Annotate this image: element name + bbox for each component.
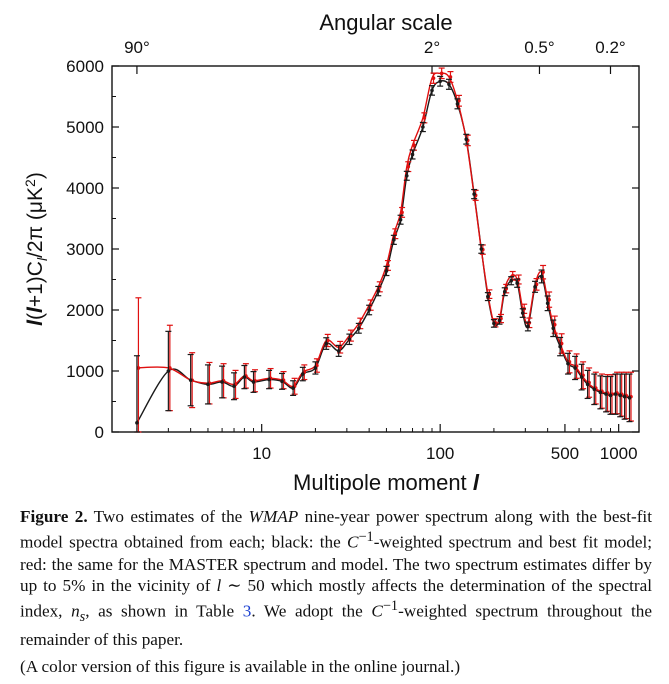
data-point [604, 392, 608, 396]
power-spectrum-chart: Angular scale 90° 2° 0.5° 0.2° 0 1000 2000 300… [22, 10, 640, 495]
figure-label: Figure 2. [20, 507, 88, 526]
x-axis-label: Multipole moment l [293, 470, 480, 495]
data-point [492, 321, 496, 326]
data-point [598, 390, 603, 395]
data-point [404, 174, 409, 178]
data-point [291, 386, 295, 390]
data-point [447, 82, 451, 87]
data-point [406, 164, 411, 169]
top-axis-title: Angular scale [319, 10, 452, 35]
data-point [356, 326, 361, 331]
y-tick-label: 1000 [66, 362, 104, 381]
top-tick-label: 0.5° [524, 38, 554, 57]
data-point [448, 75, 453, 79]
fit-curve-0 [136, 80, 630, 424]
data-point [552, 322, 557, 327]
data-point [502, 289, 507, 294]
data-point [168, 366, 172, 370]
caption-text: Figure 2. Two estimates of the WMAP nine… [20, 507, 653, 649]
data-point [367, 308, 371, 312]
data-point [545, 301, 550, 306]
data-point [533, 285, 537, 289]
y-axis-label: l(l+1)Cl/2π (μK2) [22, 172, 50, 326]
data-point [267, 377, 271, 382]
data-point [376, 289, 381, 293]
y-tick-label: 4000 [66, 179, 104, 198]
data-point [618, 393, 622, 398]
data-point [393, 231, 398, 236]
caption-note: (A color version of this figure is avail… [20, 657, 461, 677]
data-point [438, 79, 442, 84]
y-tick-label: 6000 [66, 57, 104, 76]
y-tick-label: 0 [95, 423, 104, 442]
data-point [585, 382, 590, 387]
data-point [324, 341, 329, 346]
data-point [551, 326, 556, 331]
data-point [520, 311, 525, 315]
x-tick-label: 1000 [600, 444, 638, 463]
data-point [232, 384, 236, 389]
top-tick-label: 90° [124, 38, 150, 57]
data-point [422, 116, 427, 120]
data-point [242, 375, 247, 379]
data-point [464, 137, 469, 141]
x-tick-label: 10 [252, 444, 271, 463]
data-point [526, 324, 530, 329]
data-point [486, 294, 490, 299]
data-point [558, 344, 562, 349]
data-point [398, 217, 403, 222]
y-tick-label: 2000 [66, 301, 104, 320]
data-point [509, 278, 514, 283]
data-point [479, 247, 484, 251]
data-point [251, 380, 256, 384]
data-point [412, 143, 416, 148]
data-point [430, 88, 434, 93]
top-tick-label: 0.2° [595, 38, 625, 57]
data-point [439, 71, 444, 76]
x-tick-label: 100 [426, 444, 454, 463]
data-point [592, 387, 597, 392]
data-point [392, 238, 396, 242]
y-tick-label: 5000 [66, 118, 104, 137]
data-point [573, 366, 577, 370]
x-tick-label: 500 [551, 444, 579, 463]
data-point [472, 192, 476, 196]
data-point [384, 269, 389, 273]
data-point [455, 102, 460, 106]
data-point [206, 382, 210, 387]
data-point [336, 349, 341, 353]
data-point [135, 421, 139, 425]
data-point [566, 361, 570, 366]
data-point [166, 369, 171, 373]
data-point [421, 125, 425, 129]
data-point [431, 76, 436, 80]
y-tick-label: 3000 [66, 240, 104, 259]
data-point [622, 394, 627, 399]
top-tick-label: 2° [424, 38, 440, 57]
data-point [410, 152, 415, 157]
table-link[interactable]: 3 [242, 602, 252, 622]
data-point [613, 392, 618, 396]
data-point [280, 379, 284, 384]
data-point [400, 210, 404, 215]
fit-curve-1 [136, 72, 630, 398]
data-point [579, 375, 584, 379]
data-point [313, 366, 318, 370]
data-point [547, 297, 551, 302]
data-point [347, 337, 352, 342]
data-point [608, 393, 613, 398]
data-point [539, 274, 544, 279]
data-point [497, 318, 502, 323]
data-point [220, 380, 224, 384]
data-point [627, 396, 632, 400]
data-point [515, 281, 519, 285]
data-point [301, 372, 305, 376]
figure-caption: Figure 2. Two estimates of the WMAP nine… [20, 506, 652, 678]
data-point [188, 378, 193, 382]
